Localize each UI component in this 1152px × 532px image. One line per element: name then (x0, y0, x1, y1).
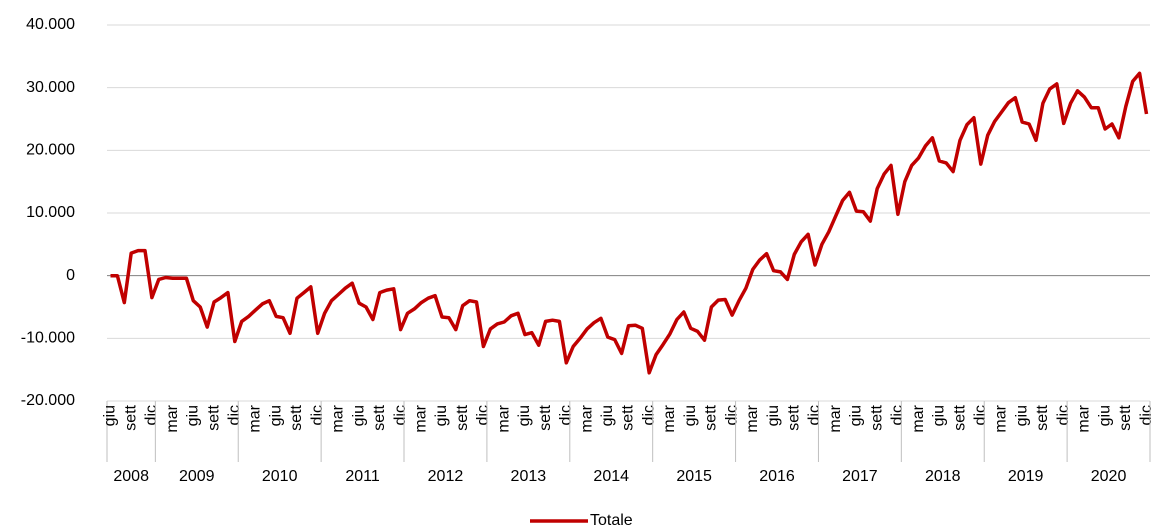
x-tick-label: giu (599, 405, 616, 426)
x-tick-label: sett (785, 404, 802, 430)
x-tick-label: sett (288, 404, 305, 430)
x-tick-label: giu (433, 405, 450, 426)
legend-label: Totale (590, 512, 633, 529)
x-tick-label: sett (868, 404, 885, 430)
x-tick-label: sett (1117, 404, 1134, 430)
x-tick-label: sett (371, 404, 388, 430)
x-tick-label: mar (164, 404, 181, 432)
x-tick-label: giu (848, 405, 865, 426)
year-label: 2015 (676, 468, 712, 485)
x-tick-label: giu (267, 405, 284, 426)
year-label: 2018 (925, 468, 961, 485)
x-tick-label: sett (951, 404, 968, 430)
year-label: 2020 (1091, 468, 1127, 485)
year-label: 2011 (345, 468, 380, 485)
x-tick-label: giu (350, 405, 367, 426)
year-label: 2010 (262, 468, 298, 485)
x-tick-label: giu (682, 405, 699, 426)
x-tick-label: mar (578, 404, 595, 432)
x-tick-label: sett (620, 404, 637, 430)
x-tick-label: mar (247, 404, 264, 432)
year-label: 2017 (842, 468, 878, 485)
x-tick-label: giu (1013, 405, 1030, 426)
x-tick-label: dic (226, 405, 243, 425)
x-tick-label: sett (703, 404, 720, 430)
year-label: 2008 (113, 468, 149, 485)
y-tick-label: 0 (66, 267, 75, 284)
x-tick-label: dic (640, 405, 657, 425)
year-label: 2009 (179, 468, 215, 485)
year-label: 2014 (593, 468, 629, 485)
y-tick-label: 10.000 (26, 204, 75, 221)
x-tick-label: mar (495, 404, 512, 432)
x-tick-label: mar (993, 404, 1010, 432)
x-tick-label: dic (723, 405, 740, 425)
year-label: 2012 (428, 468, 464, 485)
y-tick-label: -10.000 (21, 330, 75, 347)
y-tick-label: 20.000 (26, 142, 75, 159)
x-tick-label: dic (1055, 405, 1072, 425)
x-tick-label: mar (1076, 404, 1093, 432)
x-tick-label: sett (122, 404, 139, 430)
x-tick-label: sett (205, 404, 222, 430)
x-tick-label: giu (102, 405, 119, 426)
x-tick-label: giu (516, 405, 533, 426)
x-tick-label: mar (744, 404, 761, 432)
x-tick-label: sett (454, 404, 471, 430)
x-tick-label: sett (1034, 404, 1051, 430)
x-tick-label: mar (910, 404, 927, 432)
x-tick-label: mar (413, 404, 430, 432)
x-tick-label: mar (827, 404, 844, 432)
x-tick-label: mar (330, 404, 347, 432)
x-tick-label: dic (143, 405, 160, 425)
y-tick-label: -20.000 (21, 392, 75, 409)
x-tick-label: mar (661, 404, 678, 432)
y-tick-label: 30.000 (26, 79, 75, 96)
x-tick-label: giu (1096, 405, 1113, 426)
x-tick-label: giu (185, 405, 202, 426)
year-label: 2019 (1008, 468, 1044, 485)
x-tick-label: giu (765, 405, 782, 426)
y-tick-label: 40.000 (26, 16, 75, 33)
x-tick-label: giu (931, 405, 948, 426)
x-tick-label: sett (537, 404, 554, 430)
x-tick-label: dic (475, 405, 492, 425)
year-label: 2016 (759, 468, 795, 485)
x-tick-label: dic (972, 405, 989, 425)
x-tick-label: dic (889, 405, 906, 425)
year-label: 2013 (511, 468, 547, 485)
x-tick-label: dic (309, 405, 326, 425)
x-tick-label: dic (806, 405, 823, 425)
series-line (110, 71, 1149, 375)
x-tick-label: dic (558, 405, 575, 425)
x-tick-label: dic (1138, 405, 1152, 425)
x-tick-label: dic (392, 405, 409, 425)
